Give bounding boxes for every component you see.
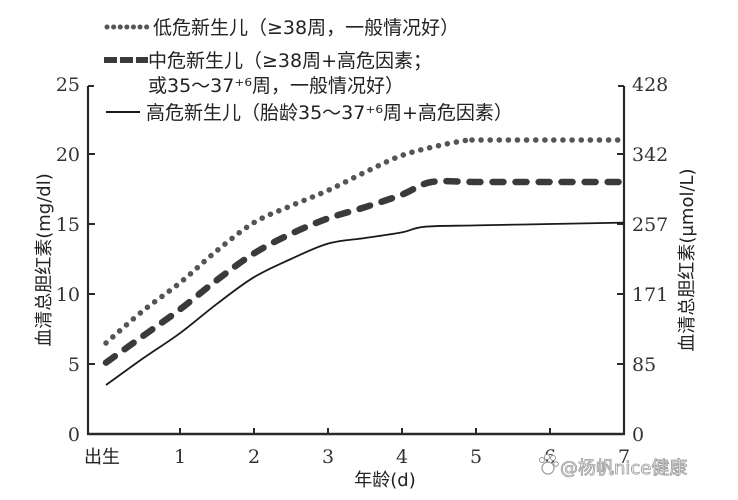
series-high-risk (105, 221, 625, 386)
series-layer (102, 136, 628, 386)
y-tick-label-right: 257 (632, 214, 668, 236)
legend: 低危新生儿（≥38周，一般情况好） 中危新生儿（≥38周+高危因素； 或35～3… (104, 17, 513, 124)
x-tick-label: 1 (174, 446, 186, 468)
legend-item-mid-risk: 中危新生儿（≥38周+高危因素； 或35～37⁺⁶周，一般情况好） (104, 50, 432, 97)
y-tick-label-right: 85 (632, 354, 656, 376)
y-tick-label-left: 0 (68, 424, 80, 446)
y-tick-label-right: 342 (632, 144, 668, 166)
y-tick-label-right: 0 (632, 424, 644, 446)
x-tick-label: 4 (396, 446, 408, 468)
y-tick-label-left: 10 (56, 284, 80, 306)
y-tick-label-left: 20 (56, 144, 80, 166)
legend-label-high-risk: 高危新生儿（胎龄35～37⁺⁶周+高危因素） (146, 102, 513, 124)
y-tick-label-right: 428 (632, 74, 668, 96)
series-low-risk (103, 136, 627, 346)
legend-label-mid-risk-line2: 或35～37⁺⁶周，一般情况好） (148, 75, 404, 97)
y-tick-label-left: 5 (68, 354, 80, 376)
y-tick-label-left: 25 (56, 74, 80, 96)
x-tick-label: 2 (248, 446, 260, 468)
series-mid-risk (102, 177, 628, 366)
y-axis-title-right: 血清总胆红素(μmol/L) (677, 168, 698, 351)
x-axis-title: 年龄(d) (354, 470, 415, 491)
watermark-text: @杨帆nice健康 (560, 458, 687, 479)
x-tick-label: 5 (470, 446, 482, 468)
watermark: @杨帆nice健康 (539, 454, 688, 479)
legend-item-low-risk: 低危新生儿（≥38周，一般情况好） (104, 17, 459, 39)
x-tick-label: 7 (618, 446, 630, 468)
y-tick-label-left: 15 (56, 214, 80, 236)
y-axis-title-left: 血清总胆红素(mg/dl) (34, 173, 55, 347)
y-tick-label-right: 171 (632, 284, 668, 306)
legend-label-low-risk: 低危新生儿（≥38周，一般情况好） (153, 17, 459, 39)
y-ticks: 0 0 5 85 10 171 15 257 20 342 25 428 (56, 74, 668, 446)
x-tick-label: 3 (322, 446, 334, 468)
legend-label-mid-risk: 中危新生儿（≥38周+高危因素； (148, 50, 432, 72)
legend-item-high-risk: 高危新生儿（胎龄35～37⁺⁶周+高危因素） (106, 102, 513, 124)
x-tick-label: 出生 (84, 447, 120, 468)
baidu-paw-icon (539, 454, 559, 475)
